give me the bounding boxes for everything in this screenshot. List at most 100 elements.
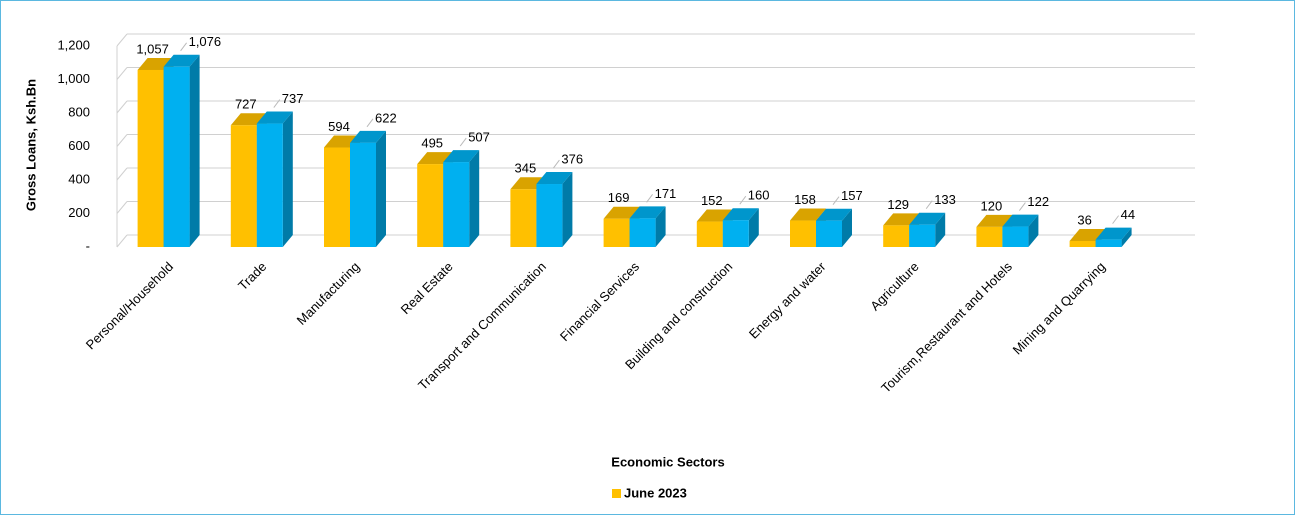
bar-top [256,111,293,124]
leader-line [739,195,747,205]
bar-top [629,206,666,219]
bar-top [603,206,640,219]
data-label: 727 [235,97,257,112]
legend-swatch [612,489,621,498]
bar [536,184,563,247]
bar [417,164,444,247]
y-tick-label: 800 [68,104,90,119]
bar [1069,240,1096,247]
bar-side [562,172,573,247]
bar [443,162,470,247]
bar-side [935,212,946,247]
bar [1095,239,1122,247]
y-tick-label: 600 [68,138,90,153]
data-label: 507 [468,130,490,145]
bar-side [748,208,759,247]
bar-top [1069,228,1106,241]
y-tick-label: 200 [68,205,90,220]
data-label: 129 [887,197,909,212]
bar-side [842,208,852,247]
y-tick-label: 400 [68,171,90,186]
grid-slant [116,67,128,80]
grid-slant [116,167,128,181]
bar-top [816,208,852,221]
y-tick-label: - [86,238,90,253]
bar [163,66,190,248]
data-label: 169 [608,190,630,205]
bar [790,220,816,247]
bar-top [230,113,267,126]
data-label: 120 [981,198,1003,213]
bar [324,147,350,247]
bar [909,224,936,247]
data-label: 157 [841,188,863,203]
bar-side [189,54,200,247]
leader-line [646,194,653,203]
grid-slant [116,100,128,114]
leader-line [459,137,467,147]
data-label: 376 [561,151,583,166]
data-label: 122 [1027,194,1049,209]
grid-slant [116,33,128,47]
bar [722,220,749,247]
leader-line [1019,202,1026,211]
data-label: 36 [1077,212,1091,227]
bar-top [1095,227,1132,240]
bar-side [376,130,386,247]
grid-slant [116,201,128,214]
data-label: 1,076 [189,34,222,49]
data-label: 495 [421,136,443,151]
data-label: 44 [1121,207,1135,222]
y-tick-label: 1,000 [57,71,90,86]
bar [510,189,537,247]
legend-label: June 2023 [624,485,687,500]
data-label: 1,057 [136,41,169,56]
bar [629,218,656,247]
bar-side [1028,214,1039,247]
grid-slant [116,134,128,147]
bar-top [790,208,826,221]
leader-line [273,99,281,108]
bar-top [163,54,200,67]
leader-line [925,200,933,210]
bar [230,125,257,247]
data-label: 737 [282,91,304,106]
bar-side [469,150,480,247]
bar [883,225,910,247]
grid-slant [116,234,128,248]
bar-top [909,212,946,225]
leader-line [180,42,188,52]
data-label: 345 [515,161,537,176]
bar-side [282,111,293,248]
bar-side [655,206,666,247]
bar-top [1002,214,1039,227]
bar-top [443,150,480,163]
bar [350,142,376,247]
data-label: 594 [328,119,350,134]
x-axis-title: Economic Sectors [611,454,724,469]
bar-top [976,214,1013,227]
leader-line [832,196,840,206]
bar-top [883,213,920,226]
bar-side [1121,227,1132,247]
bar-top [722,208,759,221]
leader-line [366,118,374,128]
bar-top [350,130,386,143]
bar [256,123,283,247]
data-label: 158 [794,192,816,207]
data-label: 152 [701,193,723,208]
data-label: 171 [655,186,677,201]
bar [603,218,630,247]
bar [976,226,1003,247]
data-label: 160 [748,188,770,203]
data-label: 622 [375,110,397,125]
bar [1002,226,1029,247]
bar-top [536,172,573,185]
leader-line [553,159,560,169]
leader-line [1112,215,1119,224]
bar [816,220,842,247]
bar [137,69,164,247]
y-axis-title: Gross Loans, Ksh.Bn [23,79,38,211]
